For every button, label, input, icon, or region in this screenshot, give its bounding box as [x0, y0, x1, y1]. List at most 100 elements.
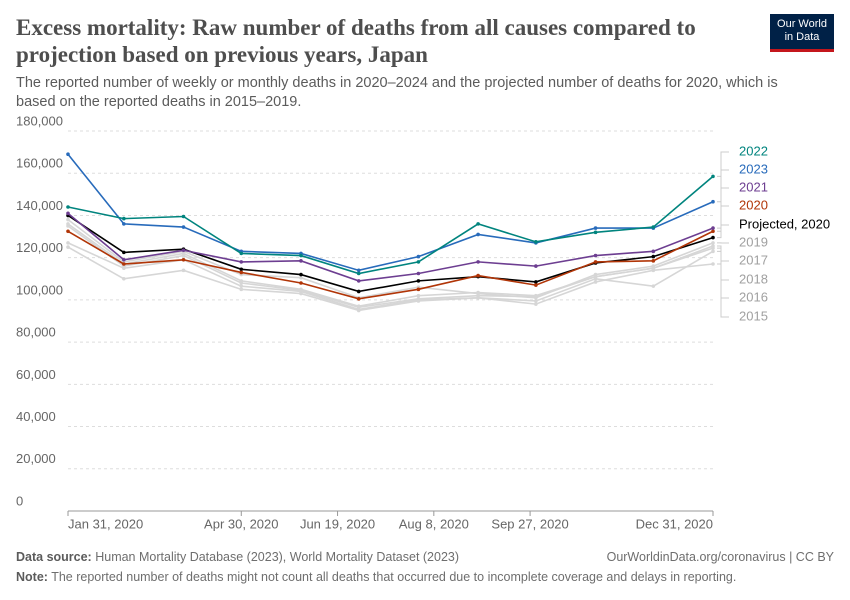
point	[181, 257, 186, 262]
chart: 0 20,000 40,000 60,000 80,000 100,000 120,000 1…	[16, 113, 830, 531]
legend-label: 2017	[739, 252, 768, 267]
legend-connector	[717, 263, 729, 318]
legend-connector	[717, 250, 729, 299]
legend-label: 2022	[739, 143, 768, 158]
point	[593, 260, 598, 264]
point	[66, 205, 70, 209]
series-line	[67, 219, 714, 299]
series-line	[67, 175, 714, 275]
point	[593, 253, 598, 258]
legend-connector	[717, 245, 729, 262]
point	[122, 216, 126, 221]
point	[711, 249, 715, 254]
note-label: Note:	[16, 570, 48, 584]
point	[66, 152, 70, 157]
y-tick-label: 100,000	[16, 282, 63, 297]
point	[416, 297, 421, 301]
point	[181, 248, 186, 253]
subtitle: The reported number of weekly or monthly…	[16, 75, 778, 110]
point	[356, 297, 361, 301]
point	[593, 230, 598, 235]
point	[534, 295, 538, 300]
y-tick-label: 160,000	[16, 156, 63, 171]
point	[711, 244, 715, 248]
point	[66, 222, 70, 226]
point	[534, 283, 538, 287]
legend-label: 2015	[739, 308, 768, 323]
point	[299, 287, 303, 292]
x-tick-label: Aug 8, 2020	[399, 516, 469, 531]
point	[711, 174, 715, 179]
title: Excess mortality: Raw number of deaths f…	[16, 15, 696, 67]
y-tick-label: 40,000	[16, 409, 56, 424]
legend-label: 2021	[739, 179, 768, 194]
point	[239, 287, 244, 292]
point	[181, 214, 186, 219]
point	[66, 229, 70, 234]
point	[299, 275, 303, 280]
point	[651, 254, 656, 259]
point	[534, 299, 538, 303]
link[interactable]: OurWorldinData.org/coronavirus | CC BY	[606, 550, 834, 564]
point	[416, 260, 421, 264]
logo-line: Our World	[777, 18, 827, 30]
point	[299, 259, 303, 263]
point	[239, 267, 244, 272]
point	[651, 264, 656, 268]
point	[711, 226, 715, 230]
note-row: Note: The reported number of deaths migh…	[16, 567, 834, 587]
point	[476, 232, 480, 237]
point	[239, 251, 244, 256]
y-tick-label: 60,000	[16, 367, 56, 382]
legend-connector	[717, 169, 729, 203]
series-line	[67, 212, 714, 282]
note: The reported number of deaths might not …	[51, 570, 737, 584]
x-tick-label: Dec 31, 2020	[636, 516, 713, 531]
logo[interactable]: Our World in Data	[770, 14, 834, 52]
source: Human Mortality Database (2023), World M…	[95, 550, 460, 564]
y-tick-label: 180,000	[16, 113, 63, 128]
logo-line: in Data	[784, 31, 820, 43]
point	[534, 264, 538, 268]
point	[416, 279, 421, 283]
point	[356, 271, 361, 276]
legend-connector	[717, 247, 729, 281]
point	[593, 280, 598, 284]
point	[534, 240, 538, 244]
footer: Data source: Human Mortality Database (2…	[16, 547, 834, 587]
y-tick-label: 20,000	[16, 451, 56, 466]
point	[356, 279, 361, 283]
point	[711, 229, 715, 234]
y-tick-label: 80,000	[16, 325, 56, 340]
point	[66, 241, 70, 245]
legend-connector	[717, 151, 729, 177]
point	[122, 250, 126, 255]
point	[122, 222, 126, 226]
point	[239, 284, 244, 288]
y-tick-label: 120,000	[16, 240, 63, 255]
series-line	[67, 153, 714, 272]
point	[711, 235, 715, 240]
point	[122, 276, 126, 281]
point	[181, 225, 186, 229]
point	[416, 293, 421, 298]
point	[66, 245, 70, 249]
legend-label: 2020	[739, 197, 768, 212]
point	[299, 281, 303, 285]
point	[711, 241, 715, 245]
legend-label: Projected, 2020	[739, 216, 830, 231]
legend-label: 2019	[739, 234, 768, 249]
point	[356, 304, 361, 309]
legend-connector	[717, 187, 729, 229]
legend-label: 2023	[739, 161, 768, 176]
point	[476, 273, 480, 278]
point	[593, 226, 598, 230]
point	[711, 262, 715, 266]
legend-label: 2016	[739, 289, 768, 304]
point	[239, 279, 244, 283]
source-row: Data source: Human Mortality Database (2…	[16, 547, 834, 567]
point	[356, 289, 361, 294]
point	[711, 199, 715, 204]
point	[416, 271, 421, 276]
